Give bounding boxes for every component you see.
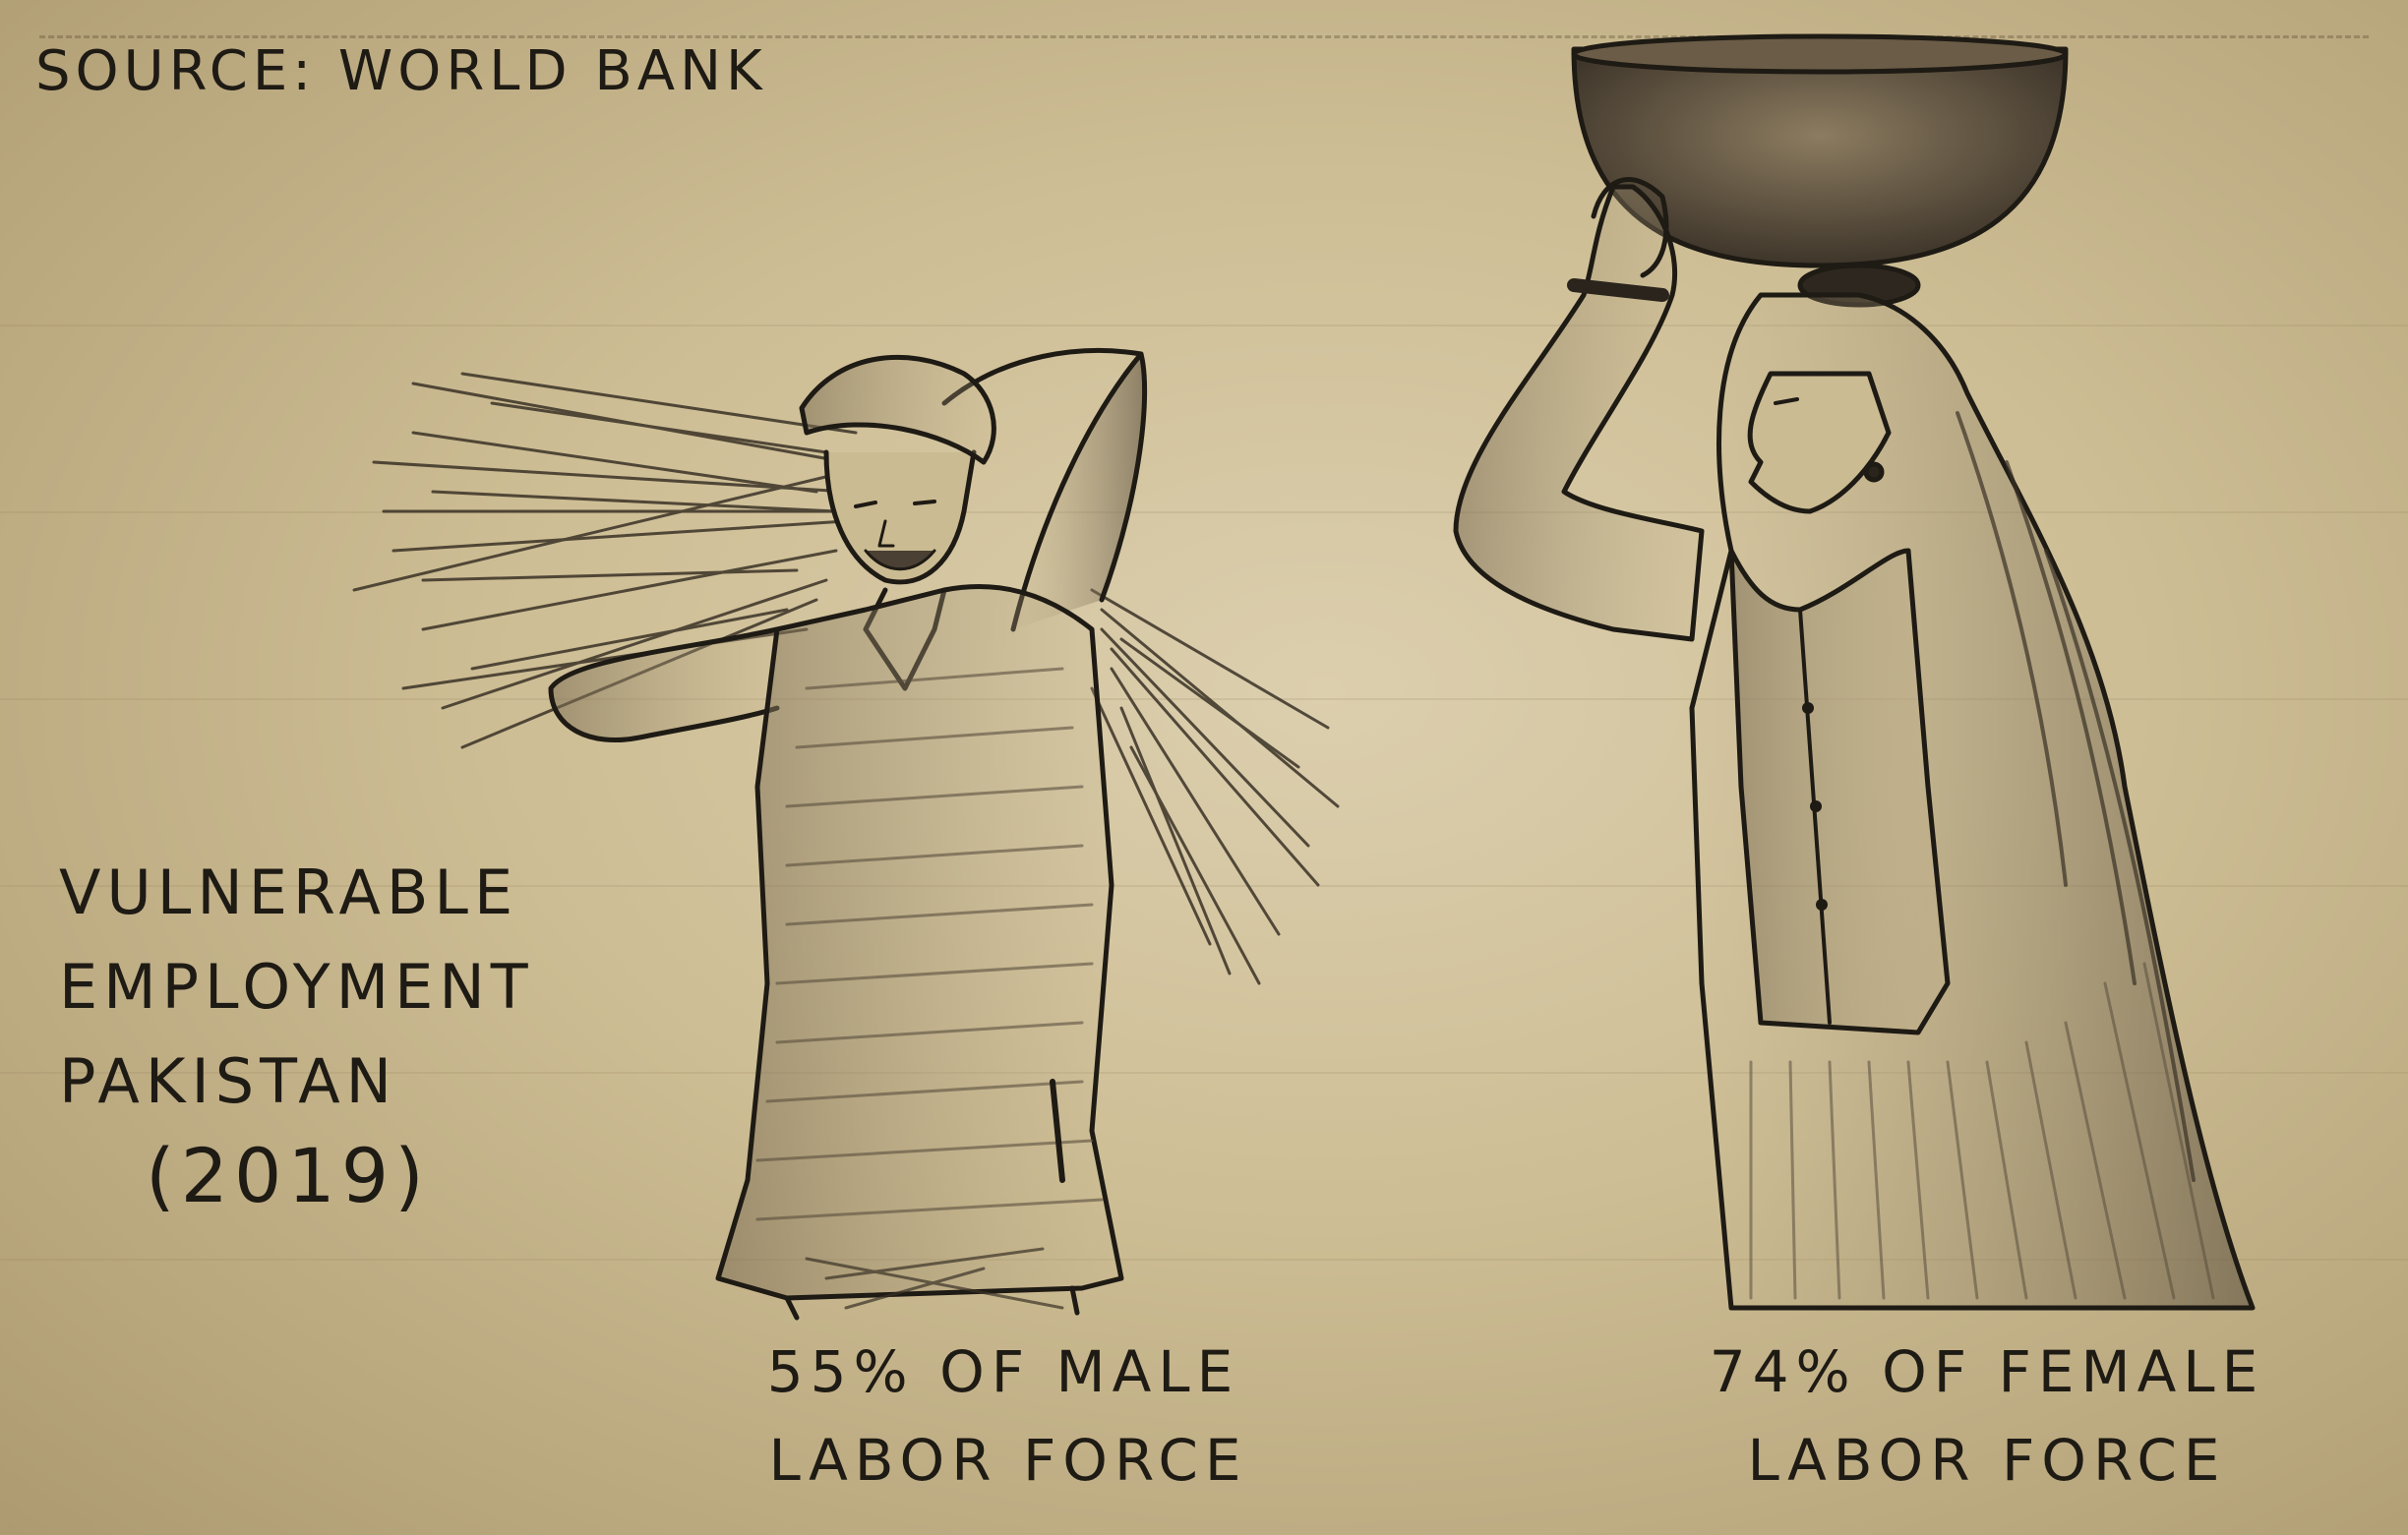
ruled-line	[0, 325, 2408, 326]
ruled-line	[0, 1072, 2408, 1074]
ruled-line	[0, 1259, 2408, 1261]
man-carrying-hay-figure	[352, 348, 1340, 1321]
hay-bundle-right	[1090, 588, 1340, 985]
woman-carrying-pot-figure	[1453, 33, 2256, 1311]
title-line-1: VULNERABLE	[59, 856, 519, 928]
clay-pot	[1571, 46, 2069, 268]
female-caption: 74% OF FEMALE LABOR FORCE	[1662, 1328, 2312, 1505]
perforated-edge	[39, 35, 2369, 38]
title-line-2: EMPLOYMENT	[59, 951, 534, 1023]
female-caption-line-1: 74% OF FEMALE	[1709, 1338, 2265, 1405]
ruled-line	[0, 885, 2408, 887]
title-line-3: PAKISTAN	[59, 1045, 397, 1117]
male-caption-line-2: LABOR FORCE	[768, 1427, 1248, 1494]
title-block: VULNERABLE EMPLOYMENT PAKISTAN (2019)	[59, 846, 534, 1223]
female-caption-line-2: LABOR FORCE	[1747, 1427, 2227, 1494]
male-caption-line-1: 55% OF MALE	[766, 1338, 1240, 1405]
source-note: SOURCE: WORLD BANK	[35, 39, 767, 103]
hay-bundle-left	[352, 372, 858, 749]
male-caption: 55% OF MALE LABOR FORCE	[728, 1328, 1279, 1505]
ruled-line	[0, 511, 2408, 513]
title-year: (2019)	[146, 1132, 430, 1219]
